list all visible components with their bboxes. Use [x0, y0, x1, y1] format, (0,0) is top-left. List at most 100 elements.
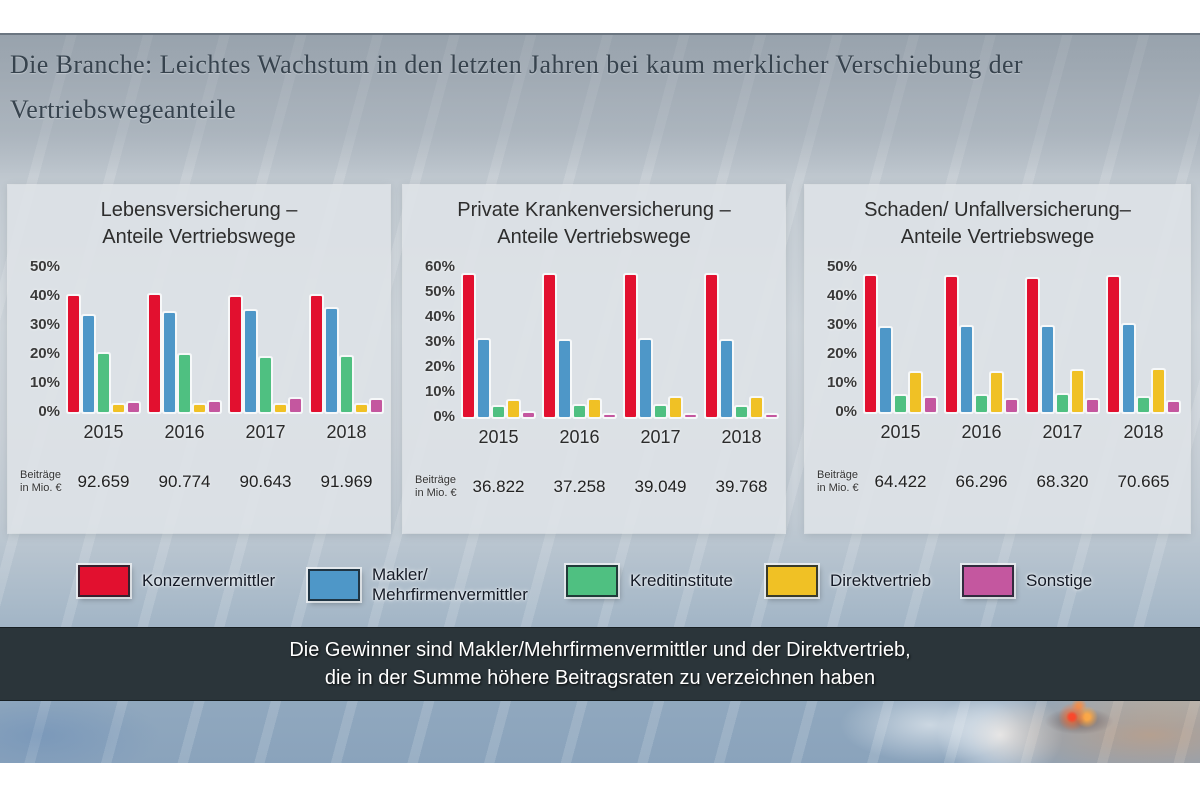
bar-direktvertrieb-2017: [275, 404, 286, 412]
conclusion-line2: die in der Summe höhere Beitragsraten zu…: [324, 667, 876, 689]
x-axis-label-2015: 2015: [478, 427, 519, 447]
bar-konzernvermittler-2016: [544, 274, 555, 417]
bar-konzernvermittler-2015: [68, 296, 79, 412]
bar-makler-2016: [164, 313, 175, 412]
bar-konzernvermittler-2017: [625, 274, 636, 417]
bar-makler-2018: [326, 309, 337, 412]
chart-title-line1: Lebensversicherung –: [100, 199, 298, 221]
legend-swatch-direktvertrieb: [766, 565, 818, 597]
chart-panel-private-krankenversicherung: Private Krankenversicherung – Anteile Ve…: [403, 185, 785, 533]
bar-makler-2018: [721, 340, 732, 417]
bar-kreditinstitute-2016: [574, 405, 585, 417]
legend-label: Direktvertrieb: [830, 571, 931, 591]
bar-makler-2017: [245, 310, 256, 412]
legend-label-line: Mehrfirmenvermittler: [372, 585, 528, 604]
x-axis-label-2016: 2016: [961, 422, 1002, 442]
bar-kreditinstitute-2017: [260, 358, 271, 412]
premium-axis-label: Beiträge in Mio. €: [415, 474, 463, 500]
bar-plot: [865, 267, 1179, 412]
bar-makler-2015: [83, 316, 94, 412]
premium-value-2015: 64.422: [874, 472, 927, 491]
chart-title-line2: Anteile Vertriebswege: [497, 226, 691, 248]
legend-swatch-konzernvermittler: [78, 565, 130, 597]
bar-konzernvermittler-2018: [311, 296, 322, 412]
bar-kreditinstitute-2018: [736, 407, 747, 417]
x-axis-labels: 2015 2016 2017 2018: [68, 422, 382, 443]
x-axis-labels: 2015 2016 2017 2018: [463, 427, 777, 448]
bar-direktvertrieb-2016: [589, 399, 600, 417]
bar-konzernvermittler-2015: [865, 275, 876, 412]
bar-group-2018: [1108, 277, 1179, 412]
bar-group-2015: [463, 274, 534, 417]
premium-label-line2: in Mio. €: [415, 487, 457, 499]
bar-group-2015: [68, 296, 139, 412]
premium-values: 64.422 66.296 68.320 70.665: [865, 472, 1179, 492]
bar-sonstige-2015: [128, 403, 139, 412]
premium-value-2018: 70.665: [1117, 472, 1170, 491]
premium-value-2016: 90.774: [158, 472, 211, 491]
bar-kreditinstitute-2015: [895, 396, 906, 412]
x-axis-label-2016: 2016: [164, 422, 205, 442]
bar-makler-2015: [478, 339, 489, 417]
bar-makler-2016: [559, 340, 570, 417]
bar-sonstige-2018: [766, 414, 777, 417]
legend-item-direktvertrieb: Direktvertrieb: [766, 565, 931, 597]
bar-direktvertrieb-2017: [670, 398, 681, 417]
bar-direktvertrieb-2017: [1072, 371, 1083, 412]
bar-sonstige-2015: [925, 397, 936, 412]
chart-title: Schaden/ Unfallversicherung– Anteile Ver…: [813, 197, 1182, 251]
legend-label: Kreditinstitute: [630, 571, 733, 591]
bar-sonstige-2015: [523, 413, 534, 417]
bar-konzernvermittler-2018: [706, 274, 717, 417]
y-axis: 50% 40% 30% 20% 10% 0%: [826, 258, 857, 420]
chart-title-line2: Anteile Vertriebswege: [102, 226, 296, 248]
x-axis-label-2016: 2016: [559, 427, 600, 447]
bar-group-2017: [230, 297, 301, 412]
premium-value-2018: 39.768: [715, 477, 768, 496]
premium-value-2017: 68.320: [1036, 472, 1089, 491]
title-overlay: [0, 35, 1200, 173]
bar-group-2018: [311, 296, 382, 412]
premium-values: 92.659 90.774 90.643 91.969: [68, 472, 382, 492]
page-title-line2: Vertriebswegeanteile: [10, 95, 237, 124]
x-axis-label-2017: 2017: [245, 422, 286, 442]
bar-kreditinstitute-2017: [655, 405, 666, 417]
x-axis-labels: 2015 2016 2017 2018: [865, 422, 1182, 443]
y-axis: 50% 40% 30% 20% 10% 0%: [29, 258, 60, 420]
bar-konzernvermittler-2018: [1108, 277, 1119, 412]
bar-kreditinstitute-2015: [493, 407, 504, 417]
bar-kreditinstitute-2018: [1138, 397, 1149, 412]
bar-group-2018: [706, 274, 777, 417]
bar-sonstige-2018: [1168, 401, 1179, 412]
bar-group-2017: [625, 274, 696, 417]
bar-konzernvermittler-2017: [1027, 278, 1038, 412]
chart-title-line2: Anteile Vertriebswege: [900, 226, 1095, 248]
legend-label-line: Direktvertrieb: [830, 571, 932, 590]
x-axis-label-2015: 2015: [880, 422, 921, 442]
bar-kreditinstitute-2016: [179, 355, 190, 412]
bar-sonstige-2017: [685, 414, 696, 417]
premium-label-line1: Beiträge: [20, 469, 61, 481]
bar-konzernvermittler-2016: [946, 277, 957, 412]
bar-kreditinstitute-2017: [1057, 394, 1068, 412]
premium-value-2018: 91.969: [320, 472, 373, 491]
chart-title: Private Krankenversicherung – Anteile Ve…: [411, 197, 777, 251]
bar-direktvertrieb-2015: [113, 404, 124, 412]
bar-makler-2017: [640, 339, 651, 417]
premium-label-line1: Beiträge: [415, 474, 456, 486]
legend-label-line: Makler/: [372, 565, 428, 584]
bar-direktvertrieb-2018: [1153, 370, 1164, 412]
legend-swatch-kreditinstitute: [566, 565, 618, 597]
premium-label-line2: in Mio. €: [817, 482, 859, 494]
legend-swatch-sonstige: [962, 565, 1014, 597]
bar-group-2016: [544, 274, 615, 417]
bar-kreditinstitute-2018: [341, 356, 352, 412]
premium-label-line1: Beiträge: [817, 469, 858, 481]
bar-sonstige-2018: [371, 400, 382, 412]
bar-makler-2016: [961, 326, 972, 412]
premium-value-2015: 36.822: [472, 477, 525, 496]
bar-plot: [463, 267, 777, 417]
x-axis-label-2018: 2018: [1123, 422, 1164, 442]
conclusion-banner: Die Gewinner sind Makler/Mehrfirmenvermi…: [0, 627, 1200, 701]
bar-makler-2017: [1042, 326, 1053, 412]
